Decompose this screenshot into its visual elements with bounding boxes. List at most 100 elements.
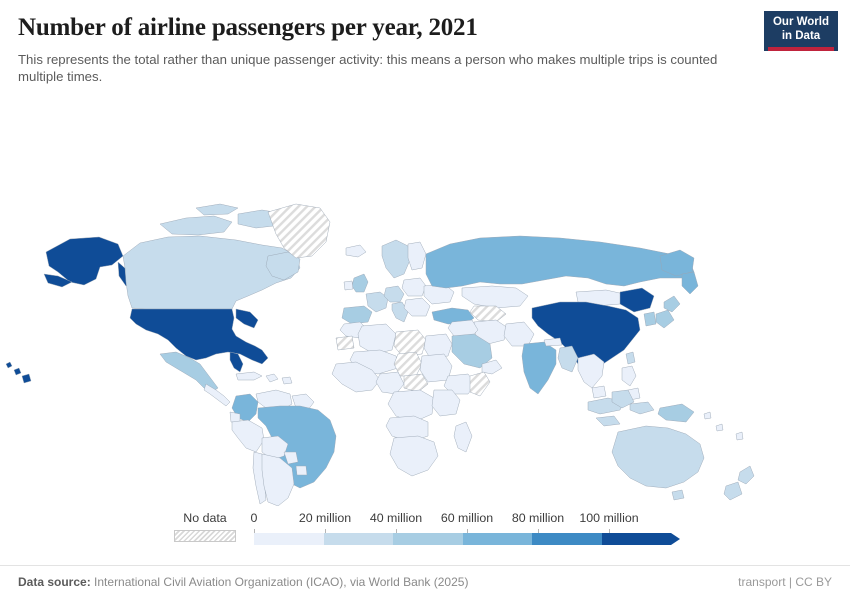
country-russia[interactable] bbox=[425, 235, 695, 289]
country-papua-new-guinea[interactable] bbox=[657, 403, 695, 423]
country-korea[interactable] bbox=[643, 311, 657, 327]
country-poland-baltics[interactable] bbox=[401, 277, 427, 297]
country-ecuador[interactable] bbox=[229, 411, 241, 423]
map-legend: No data 0 20 million 40 million 60 milli… bbox=[0, 512, 850, 558]
chart-footer: Data source: International Civil Aviatio… bbox=[0, 565, 850, 600]
country-paraguay[interactable] bbox=[283, 451, 299, 465]
country-nigeria[interactable] bbox=[375, 371, 405, 395]
country-canada[interactable] bbox=[122, 235, 301, 310]
legend-bin-0[interactable] bbox=[254, 533, 324, 545]
country-ethiopia[interactable] bbox=[443, 373, 477, 395]
country-pacific-islands[interactable] bbox=[703, 411, 744, 441]
legend-bin-5[interactable] bbox=[601, 533, 671, 545]
country-iceland[interactable] bbox=[345, 244, 367, 258]
country-alaska[interactable] bbox=[45, 236, 124, 286]
country-taiwan[interactable] bbox=[625, 351, 636, 365]
country-kamchatka[interactable] bbox=[681, 271, 699, 295]
country-new-zealand[interactable] bbox=[723, 465, 755, 501]
owid-logo-accent-bar bbox=[768, 47, 834, 52]
country-russia-far-east[interactable] bbox=[659, 249, 695, 277]
legend-scale[interactable]: 0 20 million 40 million 60 million 80 mi… bbox=[250, 511, 680, 545]
chart-subtitle: This represents the total rather than un… bbox=[18, 51, 718, 85]
legend-bin-1[interactable] bbox=[323, 533, 393, 545]
country-united-states[interactable] bbox=[129, 308, 269, 365]
country-china[interactable] bbox=[531, 301, 641, 371]
owid-logo-line2: in Data bbox=[781, 29, 821, 42]
country-india[interactable] bbox=[521, 341, 557, 395]
world-map[interactable] bbox=[0, 96, 850, 506]
legend-tick-3: 60 million bbox=[440, 511, 494, 525]
data-source-text: International Civil Aviation Organizatio… bbox=[94, 575, 469, 589]
country-ireland[interactable] bbox=[343, 280, 354, 291]
country-yemen-oman[interactable] bbox=[481, 359, 503, 375]
legend-tick-labels: 0 20 million 40 million 60 million 80 mi… bbox=[250, 511, 680, 529]
country-madagascar[interactable] bbox=[453, 421, 473, 453]
country-uruguay[interactable] bbox=[295, 465, 308, 476]
country-norway-sweden[interactable] bbox=[381, 239, 411, 279]
legend-color-bar[interactable] bbox=[254, 533, 680, 545]
country-japan[interactable] bbox=[655, 295, 681, 329]
legend-tick-4: 80 million bbox=[511, 511, 565, 525]
country-us-east-coast[interactable] bbox=[235, 308, 259, 329]
country-borneo[interactable] bbox=[611, 389, 635, 409]
data-source-label: Data source: bbox=[18, 575, 91, 589]
country-west-africa[interactable] bbox=[331, 361, 381, 393]
country-central-america[interactable] bbox=[203, 383, 231, 407]
country-malaysia[interactable] bbox=[591, 385, 607, 399]
country-germany-benelux[interactable] bbox=[383, 285, 405, 303]
country-egypt[interactable] bbox=[423, 333, 453, 359]
country-france[interactable] bbox=[365, 291, 389, 313]
legend-tick-0: 0 bbox=[250, 511, 258, 525]
legend-open-ended-arrow bbox=[671, 533, 680, 545]
chart-header: Number of airline passengers per year, 2… bbox=[18, 14, 758, 86]
page-title: Number of airline passengers per year, 2… bbox=[18, 14, 478, 41]
legend-tick-5: 100 million bbox=[579, 511, 639, 525]
legend-bin-2[interactable] bbox=[393, 533, 463, 545]
legend-tick-1: 20 million bbox=[298, 511, 352, 525]
country-kazakhstan[interactable] bbox=[461, 285, 529, 309]
legend-bin-3[interactable] bbox=[462, 533, 532, 545]
data-source: Data source: International Civil Aviatio… bbox=[18, 575, 468, 589]
country-central-african-republic[interactable] bbox=[403, 373, 429, 393]
country-australia[interactable] bbox=[611, 425, 705, 489]
country-balkans[interactable] bbox=[403, 297, 431, 317]
country-tasmania[interactable] bbox=[671, 489, 685, 501]
owid-logo-line1: Our World bbox=[772, 16, 829, 28]
country-dr-congo[interactable] bbox=[387, 389, 435, 423]
owid-logo[interactable]: Our World in Data bbox=[764, 11, 838, 52]
country-aleutians[interactable] bbox=[43, 273, 73, 288]
country-central-asia[interactable] bbox=[469, 305, 507, 323]
country-canada-arctic-islands[interactable] bbox=[159, 203, 287, 236]
country-thailand-indochina[interactable] bbox=[577, 353, 605, 389]
country-hawaii[interactable] bbox=[5, 361, 32, 384]
country-east-africa[interactable] bbox=[431, 389, 461, 417]
country-italy[interactable] bbox=[391, 301, 409, 323]
country-united-kingdom[interactable] bbox=[351, 273, 369, 293]
legend-tick-2: 40 million bbox=[369, 511, 423, 525]
country-argentina[interactable] bbox=[261, 453, 295, 506]
country-greenland[interactable] bbox=[267, 203, 331, 259]
country-nepal-bhutan[interactable] bbox=[543, 337, 563, 347]
country-somalia[interactable] bbox=[469, 371, 491, 397]
country-us-florida[interactable] bbox=[229, 351, 244, 373]
country-spain-portugal[interactable] bbox=[341, 305, 373, 325]
legend-no-data-swatch bbox=[174, 530, 236, 543]
country-brazil[interactable] bbox=[257, 405, 337, 489]
country-caribbean[interactable] bbox=[235, 371, 293, 385]
country-libya[interactable] bbox=[393, 329, 427, 357]
legend-bin-4[interactable] bbox=[532, 533, 602, 545]
country-bolivia[interactable] bbox=[261, 435, 289, 461]
country-finland[interactable] bbox=[407, 241, 427, 271]
legend-no-data-label: No data bbox=[183, 511, 227, 525]
country-indonesia[interactable] bbox=[587, 397, 655, 427]
country-afghanistan-pakistan[interactable] bbox=[503, 321, 535, 347]
legend-tick-marks bbox=[254, 529, 680, 533]
legend-no-data[interactable]: No data bbox=[170, 511, 240, 543]
country-algeria[interactable] bbox=[357, 323, 397, 355]
country-china-northeast[interactable] bbox=[619, 287, 655, 313]
country-southern-africa[interactable] bbox=[389, 435, 439, 477]
country-peru[interactable] bbox=[231, 419, 265, 453]
country-western-sahara[interactable] bbox=[335, 335, 355, 351]
country-bangladesh-myanmar[interactable] bbox=[557, 345, 579, 373]
license-text[interactable]: transport | CC BY bbox=[738, 575, 832, 589]
